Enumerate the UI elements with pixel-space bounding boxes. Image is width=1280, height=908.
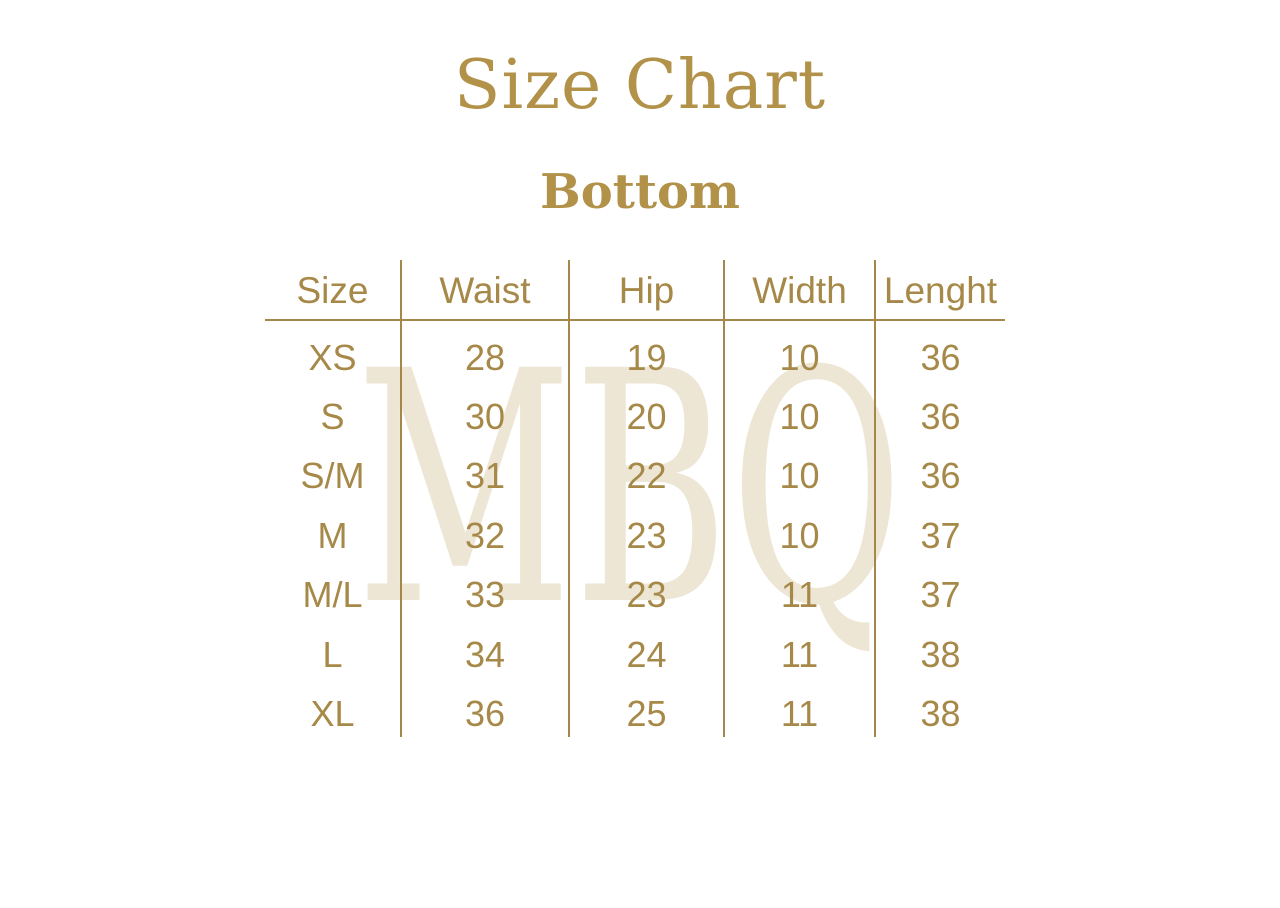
size-label-cell: M	[265, 499, 402, 559]
column-header-width: Width	[725, 260, 876, 319]
measurement-cell: 38	[920, 693, 961, 735]
measurement-cell: 10	[725, 380, 876, 440]
measurement-cell: 10	[725, 321, 876, 381]
table-header-row: Size Waist Hip Width Lenght	[265, 260, 1005, 321]
column-header-hip: Hip	[570, 260, 725, 319]
measurement-cell: 23	[570, 558, 725, 618]
size-label-cell: M/L	[265, 558, 402, 618]
measurement-cell: 11	[725, 677, 876, 737]
measurement-cell: 25	[570, 677, 725, 737]
table-row: L 34 24 11 38	[265, 617, 1005, 678]
measurement-cell: 24	[570, 617, 725, 678]
measurement-cell: 36	[920, 336, 961, 378]
measurement-cell: 10	[725, 439, 876, 500]
measurement-cell: 34	[402, 617, 570, 678]
size-label-cell: S	[265, 380, 402, 440]
measurement-cell: 23	[570, 499, 725, 559]
measurement-cell: 38	[920, 633, 961, 675]
table-row: XS 28 19 10 36	[265, 321, 1005, 381]
measurement-cell: 11	[725, 558, 876, 618]
column-header-size: Size	[265, 260, 402, 319]
measurement-cell: 36	[402, 677, 570, 737]
measurement-cell: 37	[920, 514, 961, 556]
size-label-cell: L	[265, 617, 402, 678]
measurement-cell: 30	[402, 380, 570, 440]
measurement-cell: 37	[920, 574, 961, 616]
page-subtitle: Bottom	[540, 164, 740, 220]
measurement-cell: 22	[570, 439, 725, 500]
measurement-cell: 33	[402, 558, 570, 618]
table-body: XS 28 19 10 36 S 30 20 10 36 S/M 31 22 10 36 M 32 23 10 37 M…	[265, 321, 1005, 737]
size-label-cell: S/M	[265, 439, 402, 500]
brand-watermark: MBQ	[356, 304, 905, 676]
column-header-lenght: Lenght	[883, 269, 998, 311]
table-row: M 32 23 10 37	[265, 499, 1005, 559]
measurement-cell: 31	[402, 439, 570, 500]
page-title: Size Chart	[453, 46, 827, 125]
measurement-cell: 20	[570, 380, 725, 440]
size-table: Size Waist Hip Width Lenght XS 28 19 10 36 S 30 20 1…	[265, 260, 1005, 737]
table-row: M/L 33 23 11 37	[265, 558, 1005, 618]
size-label-cell: XL	[265, 677, 402, 737]
measurement-cell: 11	[725, 617, 876, 678]
measurement-cell: 10	[725, 499, 876, 559]
table-row: S/M 31 22 10 36	[265, 439, 1005, 500]
table-row: S 30 20 10 36	[265, 380, 1005, 440]
measurement-cell: 36	[920, 455, 961, 497]
measurement-cell: 36	[920, 396, 961, 438]
measurement-cell: 32	[402, 499, 570, 559]
column-header-waist: Waist	[402, 260, 570, 319]
table-row: XL 36 25 11 38	[265, 677, 1005, 737]
measurement-cell: 28	[402, 321, 570, 381]
size-label-cell: XS	[265, 321, 402, 381]
measurement-cell: 19	[570, 321, 725, 381]
